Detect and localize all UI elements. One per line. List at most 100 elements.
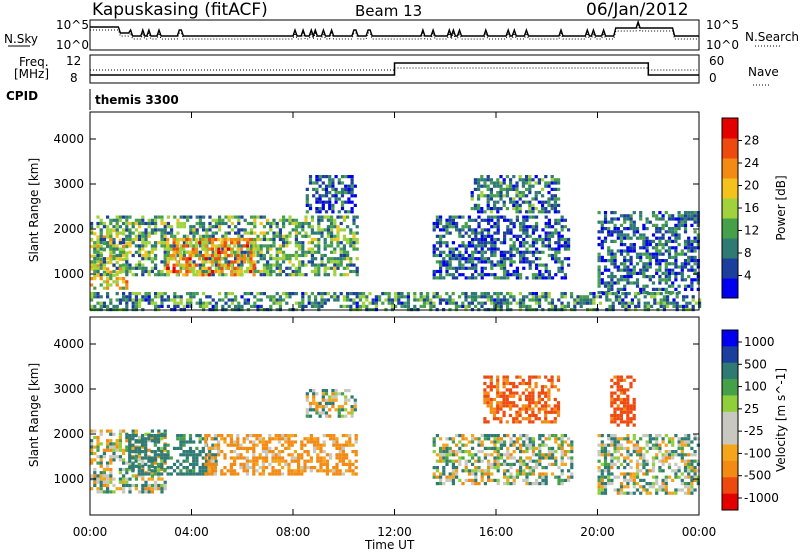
power-cell bbox=[278, 273, 282, 277]
velocity-cell bbox=[432, 440, 436, 444]
power-cell bbox=[96, 248, 100, 252]
power-cell bbox=[93, 273, 97, 277]
power-cell bbox=[324, 187, 329, 191]
velocity-heatmap bbox=[90, 375, 700, 495]
power-cell bbox=[696, 275, 700, 279]
velocity-cell bbox=[204, 440, 208, 444]
velocity-cell bbox=[563, 462, 567, 466]
power-cell bbox=[458, 215, 462, 219]
power-cell bbox=[320, 215, 324, 219]
power-cell bbox=[344, 175, 348, 179]
date-title: 06/Jan/2012 bbox=[586, 0, 689, 20]
velocity-cell bbox=[435, 482, 439, 486]
power-cell bbox=[519, 260, 523, 264]
power-cell bbox=[505, 207, 509, 211]
velocity-cell bbox=[534, 404, 538, 408]
power-cell bbox=[278, 269, 282, 274]
power-cell bbox=[307, 295, 311, 299]
power-cell bbox=[298, 231, 302, 235]
power-cell bbox=[317, 237, 321, 242]
velocity-cell bbox=[629, 472, 633, 476]
power-cell bbox=[122, 286, 126, 290]
power-cell bbox=[674, 275, 678, 279]
power-cell bbox=[509, 218, 513, 222]
power-cell bbox=[499, 276, 503, 280]
velocity-cell bbox=[467, 450, 471, 454]
velocity-cell bbox=[442, 443, 446, 447]
power-cell bbox=[635, 227, 640, 231]
power-cell bbox=[236, 254, 240, 258]
power-cell bbox=[458, 250, 462, 254]
velocity-cell bbox=[619, 485, 624, 489]
power-cell bbox=[336, 266, 340, 270]
velocity-cell bbox=[554, 434, 558, 438]
velocity-cell bbox=[308, 408, 313, 412]
power-cell bbox=[134, 221, 138, 226]
velocity-cell bbox=[667, 450, 672, 454]
power-cell bbox=[237, 221, 241, 226]
velocity-cell bbox=[99, 455, 103, 459]
velocity-cell bbox=[551, 446, 555, 450]
power-cell bbox=[125, 298, 129, 302]
power-cell bbox=[538, 237, 542, 242]
velocity-cell bbox=[651, 456, 656, 460]
velocity-cell bbox=[271, 472, 275, 476]
power-cell bbox=[607, 233, 611, 237]
power-cell bbox=[458, 253, 462, 258]
velocity-cell bbox=[109, 480, 113, 484]
power-cell bbox=[179, 225, 183, 229]
velocity-cell bbox=[557, 443, 561, 447]
power-cell bbox=[259, 304, 263, 308]
velocity-cell bbox=[109, 467, 113, 472]
power-cell bbox=[269, 247, 273, 251]
power-cell bbox=[318, 178, 322, 182]
power-cell bbox=[317, 241, 321, 245]
power-cell bbox=[597, 236, 601, 240]
power-cell bbox=[250, 215, 254, 219]
power-cell bbox=[310, 250, 314, 254]
power-cell bbox=[643, 301, 647, 305]
power-cell bbox=[464, 260, 468, 264]
velocity-cell bbox=[321, 405, 325, 409]
power-cell bbox=[314, 301, 318, 305]
velocity-cell bbox=[210, 459, 214, 463]
velocity-cell bbox=[613, 475, 617, 479]
velocity-cell bbox=[198, 472, 202, 476]
velocity-cell bbox=[332, 434, 336, 438]
power-cell bbox=[439, 266, 443, 270]
power-cell bbox=[318, 207, 322, 211]
velocity-cell bbox=[607, 450, 611, 454]
power-cell bbox=[503, 266, 507, 270]
velocity-cell bbox=[541, 466, 545, 470]
power-cell bbox=[613, 227, 617, 231]
power-cell bbox=[218, 215, 222, 219]
power-cell bbox=[352, 231, 356, 235]
power-cell bbox=[304, 253, 308, 258]
velocity-cell bbox=[134, 451, 138, 456]
velocity-cell bbox=[486, 397, 490, 402]
power-cell bbox=[275, 298, 279, 302]
velocity-cell bbox=[344, 389, 348, 393]
velocity-cell bbox=[198, 450, 202, 454]
velocity-cell bbox=[347, 389, 351, 393]
nsky-tick-bottom: 10^0 bbox=[56, 38, 89, 52]
power-cell bbox=[154, 273, 158, 277]
velocity-cell bbox=[134, 474, 138, 478]
power-cell bbox=[629, 220, 633, 224]
power-cell bbox=[512, 298, 516, 302]
velocity-cell bbox=[213, 434, 217, 438]
power-cell bbox=[154, 231, 158, 235]
power-cell bbox=[619, 233, 624, 237]
power-cell bbox=[474, 228, 478, 232]
velocity-cell bbox=[551, 434, 555, 438]
power-cell bbox=[122, 277, 126, 281]
freq-series bbox=[90, 62, 699, 76]
velocity-cell bbox=[603, 443, 608, 447]
power-cell bbox=[282, 257, 286, 261]
power-cell bbox=[550, 304, 554, 308]
power-cell bbox=[109, 283, 113, 287]
power-cell bbox=[592, 295, 596, 299]
power-cell bbox=[547, 295, 551, 299]
power-cell bbox=[634, 304, 638, 308]
velocity-cell bbox=[179, 434, 183, 438]
